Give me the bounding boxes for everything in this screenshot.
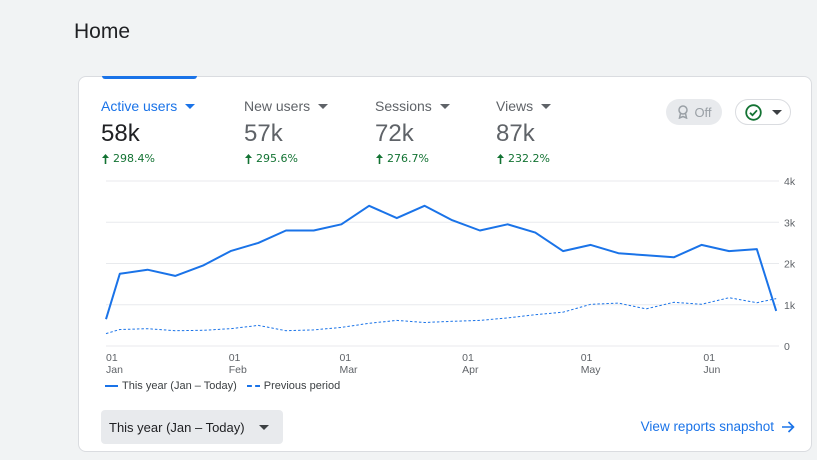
comparison-toggle[interactable]: Off [666, 99, 722, 125]
check-circle-icon [744, 103, 762, 121]
metric-change: 232.2% [496, 152, 551, 165]
active-tab-indicator [102, 76, 197, 79]
y-tick-label: 4k [784, 176, 796, 188]
metric-change-value: 295.6% [256, 152, 298, 165]
chart-legend: This year (Jan – Today) Previous period [105, 380, 350, 392]
metric-label: New users [244, 98, 311, 114]
legend-label-previous: Previous period [263, 380, 341, 392]
metric-value: 58k [101, 120, 140, 147]
arrow-right-icon [782, 420, 795, 433]
metric-label: Sessions [375, 98, 432, 114]
y-tick-label: 1k [784, 300, 796, 312]
date-range-label: This year (Jan – Today) [109, 419, 245, 435]
legend-item-current: This year (Jan – Today) [105, 380, 237, 392]
metric-tab-active-users[interactable]: Active users 58k 298.4% [101, 97, 196, 165]
legend-swatch-dashed [246, 385, 260, 387]
metric-value: 87k [496, 120, 535, 147]
y-tick-label: 2k [784, 259, 796, 271]
metric-value: 57k [244, 120, 283, 147]
x-tick-month: Jan [106, 364, 123, 376]
legend-item-previous: Previous period [246, 380, 341, 392]
legend-label-current: This year (Jan – Today) [122, 380, 237, 392]
x-tick-day: 01 [703, 352, 715, 364]
snapshot-link-label: View reports snapshot [640, 419, 774, 434]
x-tick-day: 01 [462, 352, 474, 364]
metric-tab-sessions[interactable]: Sessions 72k 276.7% [375, 97, 450, 165]
x-tick-day: 01 [229, 352, 241, 364]
arrow-up-icon [497, 153, 504, 164]
series-line-current [105, 204, 778, 320]
y-tick-label: 0 [784, 341, 790, 353]
metric-tab-new-users[interactable]: New users 57k 295.6% [244, 97, 329, 165]
y-tick-label: 3k [784, 217, 796, 229]
metric-label: Active users [101, 98, 178, 114]
x-tick-month: Feb [229, 364, 247, 376]
trophy-badge-icon [678, 105, 689, 119]
metric-change-value: 298.4% [113, 152, 155, 165]
date-range-dropdown[interactable]: This year (Jan – Today) [101, 410, 283, 444]
metric-label: Views [496, 98, 534, 114]
chevron-down-icon [185, 103, 196, 109]
x-tick-month: Jun [703, 364, 720, 376]
legend-swatch-solid [105, 385, 118, 387]
chevron-down-icon [771, 109, 782, 115]
arrow-up-icon [245, 153, 252, 164]
arrow-up-icon [102, 153, 109, 164]
metric-change: 276.7% [375, 152, 450, 165]
metric-change-value: 232.2% [508, 152, 550, 165]
comparison-toggle-label: Off [694, 104, 712, 120]
metric-change-value: 276.7% [387, 152, 429, 165]
chevron-down-icon [541, 103, 552, 109]
x-tick-day: 01 [339, 352, 351, 364]
metric-value: 72k [375, 120, 414, 147]
series-line-previous [105, 297, 777, 335]
metric-change: 298.4% [101, 152, 195, 165]
x-tick-month: Apr [462, 364, 479, 376]
x-tick-day: 01 [581, 352, 593, 364]
page-title: Home [74, 20, 131, 43]
x-tick-month: Mar [339, 364, 358, 376]
arrow-up-icon [376, 153, 383, 164]
overview-card: Active users 58k 298.4% New users 57k 29… [78, 76, 812, 452]
x-tick-month: May [581, 364, 602, 376]
insights-status-dropdown[interactable] [735, 99, 791, 125]
x-tick-day: 01 [106, 352, 118, 364]
chevron-down-icon [258, 424, 269, 430]
chevron-down-icon [318, 103, 329, 109]
chevron-down-icon [439, 103, 450, 109]
metric-change: 295.6% [244, 152, 328, 165]
metric-tab-views[interactable]: Views 87k 232.2% [496, 97, 552, 165]
view-reports-snapshot-link[interactable]: View reports snapshot [641, 419, 795, 434]
